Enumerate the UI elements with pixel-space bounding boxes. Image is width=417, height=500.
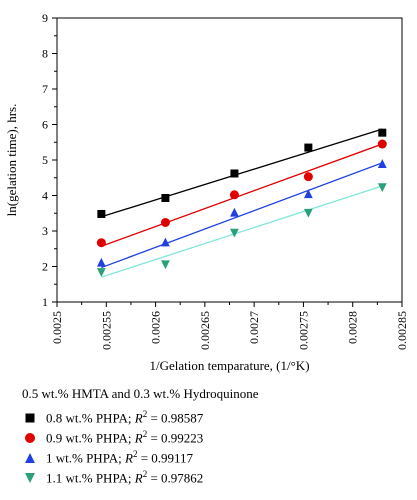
legend-marker-shape <box>25 453 35 463</box>
fit-line-0 <box>101 128 383 218</box>
axes: 1 2 3 4 5 6 7 8 9 0.0025 0.00255 0.0026 0.00265 0.002… <box>42 11 409 350</box>
data-point <box>303 208 313 218</box>
r2-exponent: 2 <box>142 429 148 440</box>
series-name: 1 wt.% PHPA; <box>46 450 125 466</box>
data-point <box>230 169 239 178</box>
y-tick-label: 9 <box>42 11 48 25</box>
y-axis-label: ln(gelation time), hrs. <box>4 104 19 217</box>
fit-line-1 <box>101 143 383 247</box>
fit-lines <box>101 128 383 278</box>
x-tick-label: 0.00265 <box>198 311 212 350</box>
fit-line-2 <box>101 162 383 269</box>
x-tick-label: 0.0027 <box>247 311 261 344</box>
data-point <box>377 139 387 149</box>
r2-symbol: R <box>124 450 133 466</box>
legend-marker <box>25 453 35 463</box>
y-tick-label: 2 <box>42 260 48 274</box>
legend-marker <box>25 433 35 443</box>
y-tick-label: 5 <box>42 153 48 167</box>
data-point <box>377 159 387 168</box>
legend-item: 0.8 wt.% PHPA; R2 = 0.98587 <box>22 408 402 428</box>
legend-marker-shape <box>25 473 35 483</box>
series-name: 1.1 wt.% PHPA; <box>46 470 135 486</box>
x-tick-label: 0.00275 <box>296 311 310 350</box>
legend: 0.5 wt.% HMTA and 0.3 wt.% Hydroquinone … <box>22 386 402 488</box>
legend-item: 0.9 wt.% PHPA; R2 = 0.99223 <box>22 428 402 448</box>
plot-frame <box>56 17 403 303</box>
legend-caption: 0.5 wt.% HMTA and 0.3 wt.% Hydroquinone <box>22 386 259 401</box>
r2-value: = 0.99223 <box>147 430 204 446</box>
r2-symbol: R <box>134 470 143 486</box>
x-tick-label: 0.00255 <box>99 311 113 350</box>
series-name: 0.8 wt.% PHPA; <box>46 410 135 426</box>
r2-value: = 0.98587 <box>147 410 204 426</box>
x-tick-label: 0.0025 <box>50 311 64 344</box>
data-point <box>229 190 239 200</box>
r2-value: = 0.97862 <box>147 470 204 486</box>
data-point <box>97 209 106 218</box>
r2-value: = 0.99117 <box>137 450 194 466</box>
data-point <box>377 183 387 193</box>
legend-label: 0.8 wt.% PHPA; R2 = 0.98587 <box>46 409 203 426</box>
data-point <box>230 207 239 217</box>
r2-exponent: 2 <box>142 409 148 420</box>
legend-item: 1 wt.% PHPA; R2 = 0.99117 <box>22 448 402 468</box>
data-points <box>96 128 387 277</box>
y-tick-label: 8 <box>42 47 48 61</box>
data-point <box>303 189 313 199</box>
legend-label: 1.1 wt.% PHPA; R2 = 0.97862 <box>46 469 203 486</box>
data-point <box>161 260 170 270</box>
scatter-chart: 1 2 3 4 5 6 7 8 9 0.0025 0.00255 0.0026 0.00265 0.002… <box>4 11 409 373</box>
x-tick-label: 0.0026 <box>149 311 163 344</box>
r2-exponent: 2 <box>132 449 138 460</box>
y-tick-label: 1 <box>42 295 48 309</box>
data-point <box>96 257 106 267</box>
r2-symbol: R <box>134 430 143 446</box>
legend-marker-shape <box>25 413 35 423</box>
y-tick-label: 7 <box>42 82 48 96</box>
data-point <box>160 217 170 227</box>
x-tick-label: 0.00285 <box>395 311 409 350</box>
y-tick-label: 6 <box>42 118 48 132</box>
y-tick-label: 3 <box>42 224 48 238</box>
legend-marker-shape <box>25 433 35 443</box>
legend-item: 1.1 wt.% PHPA; R2 = 0.97862 <box>22 468 402 488</box>
data-point <box>230 228 239 238</box>
data-point <box>161 193 170 202</box>
x-axis-label: 1/Gelation temparature, (1/°K) <box>149 358 309 373</box>
data-point <box>304 143 313 152</box>
legend-label: 1 wt.% PHPA; R2 = 0.99117 <box>46 449 193 466</box>
y-tick-label: 4 <box>42 189 48 203</box>
data-point <box>378 128 387 137</box>
legend-label: 0.9 wt.% PHPA; R2 = 0.99223 <box>46 429 203 446</box>
fit-line-3 <box>101 185 383 278</box>
data-point <box>161 237 170 247</box>
legend-marker <box>25 473 35 483</box>
data-point <box>96 238 106 248</box>
r2-symbol: R <box>134 410 143 426</box>
x-tick-label: 0.0028 <box>346 311 360 344</box>
r2-exponent: 2 <box>142 469 148 480</box>
legend-marker <box>25 413 35 423</box>
data-point <box>303 172 313 182</box>
data-point <box>96 268 106 277</box>
series-name: 0.9 wt.% PHPA; <box>46 430 135 446</box>
